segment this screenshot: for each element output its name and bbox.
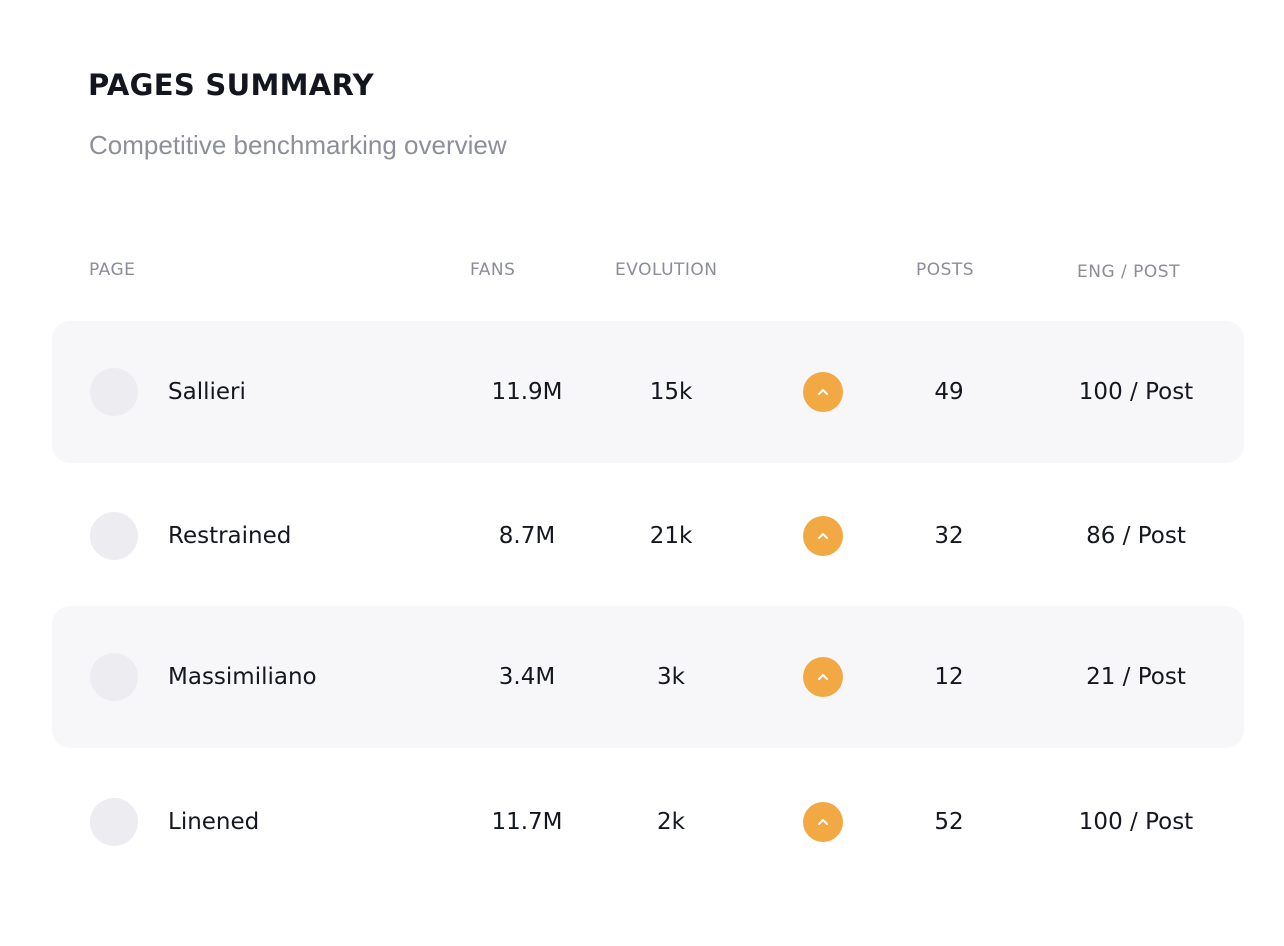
eng-post-value: 100 / Post xyxy=(1078,809,1194,835)
evolution-value: 21k xyxy=(649,523,693,549)
table-row[interactable]: Sallieri 11.9M 15k 49 100 / Post xyxy=(52,321,1244,463)
avatar xyxy=(90,512,138,560)
column-header-page[interactable]: PAGE xyxy=(89,260,136,280)
chevron-up-icon[interactable] xyxy=(803,516,843,556)
column-header-fans[interactable]: FANS xyxy=(470,260,516,280)
table-row[interactable]: Massimiliano 3.4M 3k 12 21 / Post xyxy=(52,606,1244,748)
chevron-up-icon[interactable] xyxy=(803,657,843,697)
fans-value: 8.7M xyxy=(498,523,556,549)
table-row[interactable]: Linened 11.7M 2k 52 100 / Post xyxy=(52,751,1244,893)
column-header-eng-post[interactable]: ENG / POST xyxy=(1077,262,1180,282)
avatar xyxy=(90,653,138,701)
evolution-value: 2k xyxy=(657,809,685,835)
posts-value: 12 xyxy=(934,664,964,690)
eng-post-value: 100 / Post xyxy=(1078,379,1194,405)
table-row[interactable]: Restrained 8.7M 21k 32 86 / Post xyxy=(52,465,1244,607)
eng-post-value: 21 / Post xyxy=(1086,664,1186,690)
page-name: Massimiliano xyxy=(168,664,317,690)
page-name: Sallieri xyxy=(168,379,246,405)
posts-value: 32 xyxy=(934,523,964,549)
column-header-posts[interactable]: POSTS xyxy=(916,260,975,280)
fans-value: 3.4M xyxy=(498,664,556,690)
avatar xyxy=(90,798,138,846)
posts-value: 52 xyxy=(934,809,964,835)
page-subtitle: Competitive benchmarking overview xyxy=(89,130,507,160)
column-header-evolution[interactable]: EVOLUTION xyxy=(615,260,718,280)
fans-value: 11.7M xyxy=(491,809,563,835)
chevron-up-icon[interactable] xyxy=(803,802,843,842)
posts-value: 49 xyxy=(934,379,964,405)
page-name: Restrained xyxy=(168,523,292,549)
evolution-value: 3k xyxy=(657,664,685,690)
avatar xyxy=(90,368,138,416)
chevron-up-icon[interactable] xyxy=(803,372,843,412)
fans-value: 11.9M xyxy=(491,379,563,405)
page-title: PAGES SUMMARY xyxy=(88,68,374,102)
eng-post-value: 86 / Post xyxy=(1086,523,1186,549)
page-name: Linened xyxy=(168,809,260,835)
evolution-value: 15k xyxy=(649,379,693,405)
